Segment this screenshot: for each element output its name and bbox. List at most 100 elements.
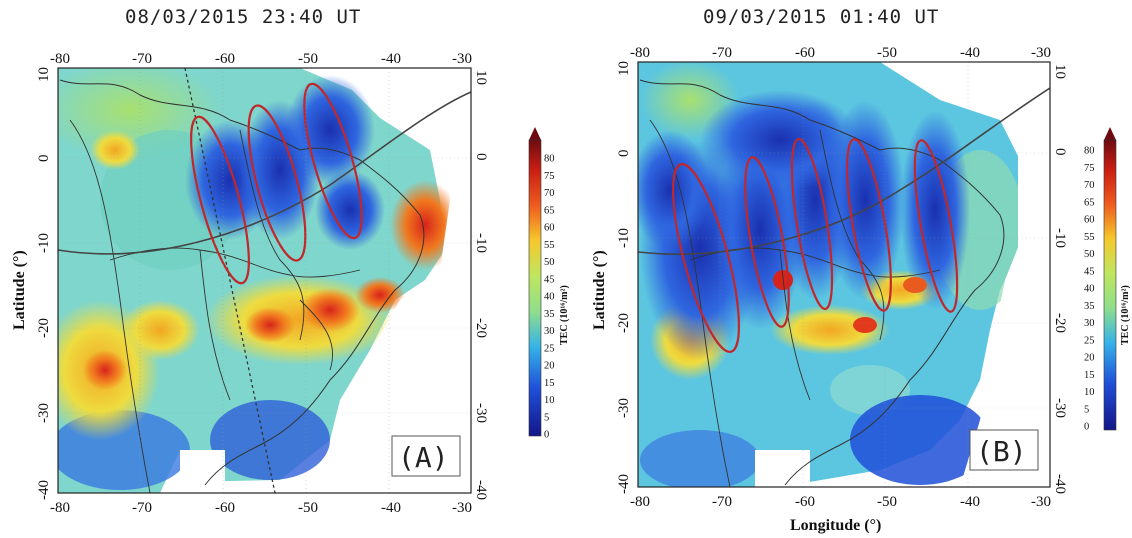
colorbar-title: TEC (10¹⁶/m²): [559, 285, 570, 345]
arc-ellipse: [913, 139, 959, 313]
arc-ellipse: [790, 137, 834, 311]
lon-tick: -70: [712, 45, 732, 61]
lat-tick: -20: [616, 313, 632, 333]
colorbar-tick-label: 10: [544, 395, 555, 406]
colorbar-tick-label: 70: [1084, 180, 1095, 191]
colorbar-tick-label: 65: [544, 205, 555, 216]
lon-tick: -30: [452, 51, 472, 67]
lon-tick: -30: [1031, 494, 1051, 510]
colorbar-tick-label: 15: [1084, 370, 1095, 381]
lat-tick: -20: [36, 318, 52, 338]
arc-ellipse: [672, 163, 740, 353]
colorbar-tick-label: 20: [544, 361, 555, 372]
lat-tick: -40: [616, 474, 632, 494]
lat-tick: 10: [36, 67, 52, 82]
lat-tick: -20: [473, 318, 489, 338]
colorbar-tick-label: 20: [1084, 353, 1095, 364]
lon-tick: -60: [795, 494, 815, 510]
panel-b-tag-box: [969, 429, 1039, 471]
colorbar-tick-label: 75: [1084, 163, 1095, 174]
panel-a-left-ticks: 10 0 -10 -20 -30 -40: [36, 67, 52, 500]
colorbar-tick-label: 10: [1084, 387, 1095, 398]
lat-tick: -40: [36, 480, 52, 500]
lat-tick: -30: [473, 403, 489, 423]
panel-b-title: 09/03/2015 01:40 UT: [703, 6, 940, 28]
colorbar-tick-label: 55: [544, 240, 555, 251]
lon-tick: -80: [50, 500, 70, 516]
panel-a-tag: (A): [398, 441, 449, 474]
panel-a-bottom-ticks: -80 -70 -60 -50 -40 -30: [50, 500, 472, 516]
colorbar-tick-label: 30: [544, 326, 555, 337]
panel-b-left-ticks: 10 0 -10 -20 -30 -40: [616, 61, 632, 494]
lon-tick: -80: [50, 51, 70, 67]
lat-tick: -20: [1052, 313, 1068, 333]
panel-a-tec-map: [58, 68, 471, 493]
panel-a-ylabel: Latitude (°): [11, 250, 28, 330]
panel-b-bottom-ticks: -80 -70 -60 -50 -40 -30: [630, 494, 1051, 510]
panel-b-tec-map: [638, 62, 1050, 487]
panel-b: (B) -80 -70 -60 -50 -40 -30 -80 -70 -60 …: [591, 45, 1131, 534]
colorbar-tick-label: 0: [1084, 422, 1089, 433]
lat-tick: -10: [1052, 228, 1068, 248]
colorbar-tick-label: 50: [1084, 249, 1095, 260]
panel-b-tag: (B): [976, 435, 1027, 468]
colorbar-tick-label: 5: [1084, 404, 1089, 415]
panel-a-colorbar: TEC (10¹⁶/m²) 80757065605550454035302520…: [528, 127, 570, 441]
lon-tick: -30: [1031, 45, 1051, 61]
colorbar-tick-label: 15: [544, 378, 555, 389]
lon-tick: -40: [960, 494, 980, 510]
lon-tick: -60: [215, 500, 235, 516]
colorbar-tick-label: 40: [1084, 284, 1095, 295]
lat-tick: 0: [473, 153, 489, 161]
panel-a: (A) -80 -70 -60 -50 -40 -30 -80 -70 -60 …: [11, 51, 570, 516]
panel-a-tag-box: [391, 435, 461, 477]
colorbar-tick-label: 50: [544, 257, 555, 268]
lat-tick: 10: [473, 70, 489, 85]
lon-tick: -50: [877, 45, 897, 61]
colorbar-tick-label: 35: [1084, 301, 1095, 312]
panel-a-right-ticks: 10 0 -10 -20 -30 -40: [473, 70, 489, 500]
colorbar-tick-label: 75: [544, 171, 555, 182]
panel-a-top-ticks: -80 -70 -60 -50 -40 -30: [50, 51, 472, 67]
lat-tick: -40: [1052, 474, 1068, 494]
arc-ellipse: [744, 156, 790, 328]
colorbar-tick-label: 30: [1084, 318, 1095, 329]
lat-tick: -10: [616, 228, 632, 248]
lon-tick: -40: [381, 500, 401, 516]
lon-tick: -50: [298, 500, 318, 516]
colorbar-tick-label: 70: [544, 188, 555, 199]
panel-b-right-ticks: 10 0 -10 -20 -30 -40: [1052, 64, 1068, 494]
lat-tick: -10: [36, 233, 52, 253]
panel-b-xlabel: Longitude (°): [790, 517, 881, 534]
lon-tick: -30: [452, 500, 472, 516]
lon-tick: -40: [381, 51, 401, 67]
panel-b-colorbar: TEC (10¹⁶/m²) 80757065605550454035302520…: [1084, 127, 1131, 433]
lon-tick: -60: [215, 51, 235, 67]
colorbar-tick-label: 65: [1084, 197, 1095, 208]
colorbar-tick-label: 45: [544, 274, 555, 285]
lon-tick: -80: [630, 494, 650, 510]
colorbar-tick-label: 25: [544, 343, 555, 354]
colorbar-tick-label: 40: [544, 292, 555, 303]
colorbar-title: TEC (10¹⁶/m²): [1120, 285, 1131, 345]
colorbar-tick-label: 35: [544, 309, 555, 320]
lon-tick: -40: [960, 45, 980, 61]
panel-b-frame: [637, 61, 1051, 488]
arc-ellipse: [303, 82, 363, 240]
colorbar-tick-label: 25: [1084, 335, 1095, 346]
lat-tick: 10: [616, 61, 632, 76]
lat-tick: -40: [473, 480, 489, 500]
panel-b-top-ticks: -80 -70 -60 -50 -40 -30: [630, 45, 1051, 61]
lon-tick: -50: [877, 494, 897, 510]
lon-tick: -70: [132, 51, 152, 67]
colorbar-tick-label: 80: [1084, 146, 1095, 157]
lon-tick: -80: [630, 45, 650, 61]
lon-tick: -60: [795, 45, 815, 61]
lat-tick: 10: [1052, 64, 1068, 79]
colorbar-tick-label: 80: [544, 154, 555, 165]
lat-tick: -30: [616, 398, 632, 418]
lat-tick: -30: [36, 403, 52, 423]
lon-tick: -70: [132, 500, 152, 516]
colorbar-tick-label: 45: [1084, 266, 1095, 277]
